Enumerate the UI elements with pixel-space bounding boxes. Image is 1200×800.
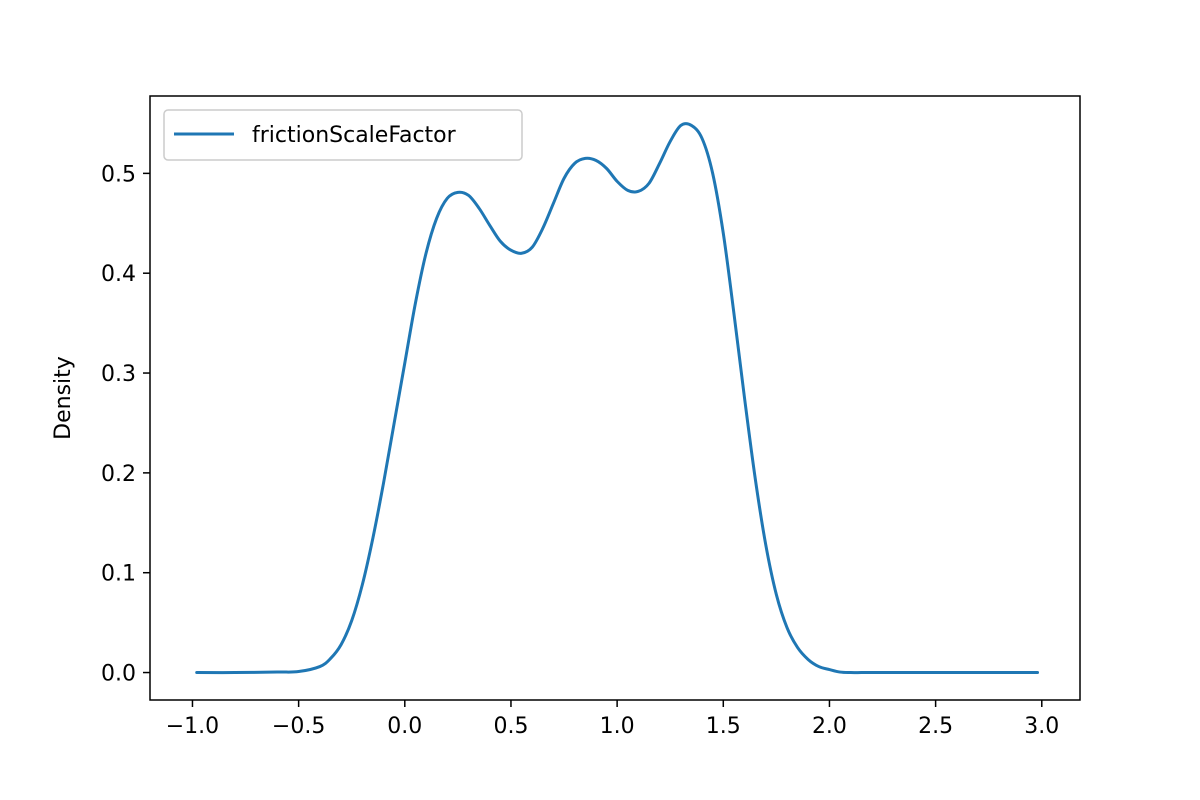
x-tick-label: −0.5 — [272, 714, 325, 739]
x-tick-label: 2.5 — [918, 714, 953, 739]
y-tick-label: 0.0 — [101, 662, 136, 687]
plot-frame — [149, 95, 1081, 701]
y-tick-label: 0.3 — [101, 362, 136, 387]
x-axis-ticks: −1.0 −0.5 0.0 0.5 1.0 1.5 2.0 2.5 3.0 — [166, 700, 1059, 739]
legend-box — [163, 109, 523, 161]
legend: frictionScaleFactor — [163, 109, 523, 161]
x-tick-label: 1.0 — [600, 714, 635, 739]
y-axis-ticks: 0.0 0.1 0.2 0.3 0.4 0.5 — [101, 162, 150, 687]
x-tick-label: 2.0 — [812, 714, 847, 739]
x-tick-label: 0.0 — [387, 714, 422, 739]
y-tick-label: 0.4 — [101, 262, 136, 287]
y-tick-label: 0.5 — [101, 162, 136, 187]
y-tick-label: 0.1 — [101, 562, 136, 587]
x-tick-label: 0.5 — [493, 714, 528, 739]
legend-label-frictionScaleFactor: frictionScaleFactor — [252, 123, 457, 148]
x-tick-label: −1.0 — [166, 714, 219, 739]
x-tick-label: 3.0 — [1024, 714, 1059, 739]
y-axis-label: Density — [51, 356, 76, 440]
series-line-frictionScaleFactor — [195, 122, 1040, 675]
x-tick-label: 1.5 — [706, 714, 741, 739]
y-tick-label: 0.2 — [101, 462, 136, 487]
